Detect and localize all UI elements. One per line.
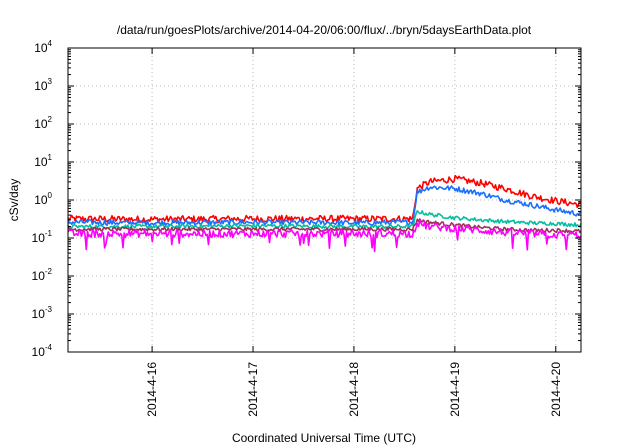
series-line	[67, 185, 582, 227]
y-tick-label: 101	[34, 153, 52, 169]
y-tick-label: 10-2	[32, 267, 53, 283]
chart-title: /data/run/goesPlots/archive/2014-04-20/0…	[117, 23, 532, 37]
y-tick-label: 10-4	[32, 343, 53, 359]
x-axis-label: Coordinated Universal Time (UTC)	[232, 431, 416, 445]
series-line	[67, 210, 582, 230]
y-tick-label: 10-3	[32, 305, 53, 321]
y-tick-label: 102	[34, 115, 52, 131]
series-lines	[67, 174, 582, 253]
axis-ticks: 10-4 10-3 10-2 10-1 100 101 102 103 104 2014-4-16…	[32, 39, 581, 417]
grid	[68, 48, 581, 352]
series-line	[67, 174, 582, 224]
y-tick-label: 10-1	[32, 229, 53, 245]
x-tick-label: 2014-4-19	[448, 362, 462, 417]
x-tick-label: 2014-4-16	[145, 362, 159, 417]
x-tick-label: 2014-4-18	[347, 362, 361, 417]
series-line	[67, 218, 582, 234]
y-tick-label: 103	[34, 77, 52, 93]
series-line	[67, 219, 582, 253]
y-tick-label: 100	[34, 191, 52, 207]
x-tick-label: 2014-4-20	[549, 362, 563, 417]
x-tick-label: 2014-4-17	[246, 362, 260, 417]
y-tick-label: 104	[34, 39, 52, 55]
y-axis-label: cSv/day	[7, 179, 21, 222]
